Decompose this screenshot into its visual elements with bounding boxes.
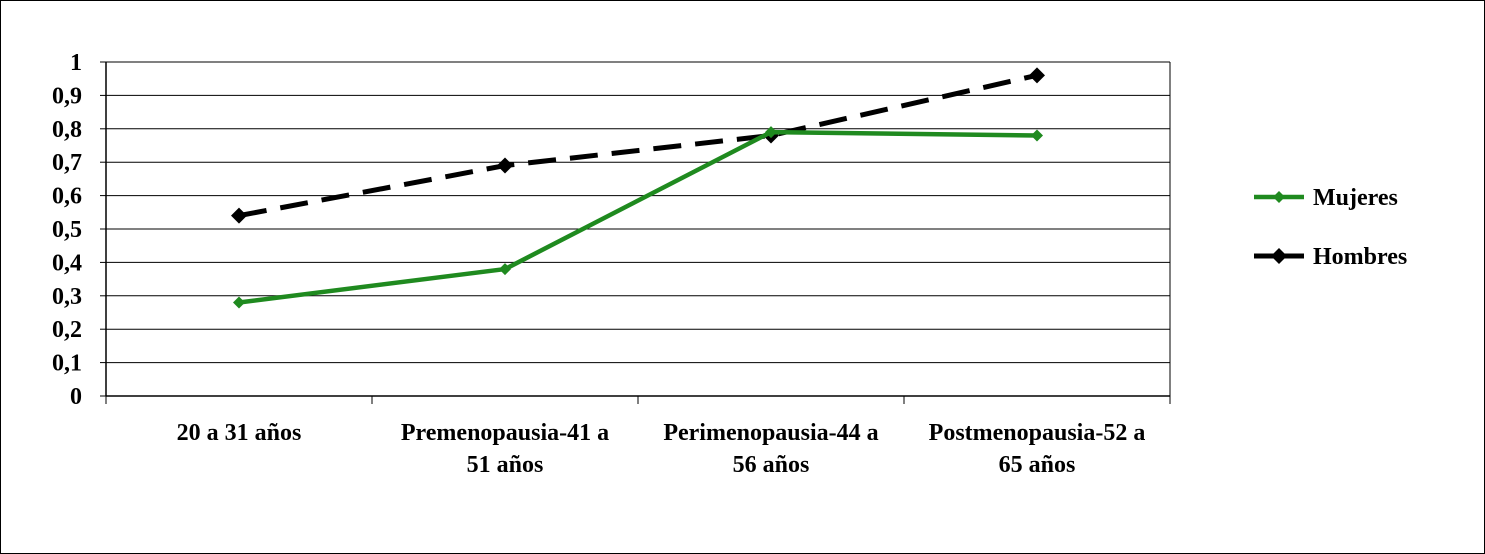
x-tick-label-line: 51 años	[467, 452, 544, 478]
y-tick-label: 1	[70, 50, 82, 76]
x-tick-label-line: 56 años	[733, 452, 810, 478]
x-tick-label-line: 65 años	[999, 452, 1076, 478]
data-point-mujeres	[765, 126, 777, 139]
x-tick-label: 20 a 31 años	[177, 420, 302, 446]
x-tick-label: Postmenopausia-52 a 65 años	[929, 420, 1146, 478]
y-tick-label: 0	[70, 384, 82, 410]
y-tick-label: 0,7	[52, 150, 82, 176]
y-tick-label: 0,8	[52, 117, 82, 143]
y-tick-label: 0,3	[52, 284, 82, 310]
data-point-hombres	[497, 157, 513, 174]
data-point-hombres	[1029, 67, 1045, 84]
x-tick-label: Premenopausia-41 a 51 años	[401, 420, 609, 478]
y-tick-label: 0,2	[52, 317, 82, 343]
gridlines	[106, 61, 1170, 364]
y-tick-label: 0,5	[52, 217, 82, 243]
x-tick-label-line: 20 a 31 años	[177, 420, 302, 446]
legend: Mujeres Hombres	[1254, 185, 1407, 270]
data-point-mujeres	[499, 263, 511, 276]
axes	[100, 61, 1171, 404]
series-lines	[231, 67, 1045, 309]
y-tick-labels: 0 0,1 0,2 0,3 0,4 0,5 0,6 0,7 0,8 0,9 1	[52, 50, 82, 410]
series-line-mujeres	[238, 129, 1038, 305]
y-tick-label: 0,4	[52, 250, 82, 276]
data-point-mujeres	[1031, 129, 1043, 142]
x-tick-labels: 20 a 31 años Premenopausia-41 a 51 años Per…	[177, 420, 1146, 478]
x-tick-label-line: Postmenopausia-52 a	[929, 420, 1146, 446]
legend-marker-hombres	[1271, 248, 1287, 264]
legend-label-mujeres: Mujeres	[1313, 185, 1398, 211]
data-point-hombres	[231, 207, 247, 224]
series-line-hombres	[238, 72, 1038, 219]
legend-label-hombres: Hombres	[1313, 244, 1407, 270]
x-tick-label: Perimenopausia-44 a 56 años	[663, 420, 878, 478]
y-tick-label: 0,6	[52, 184, 82, 210]
data-point-mujeres	[233, 296, 245, 309]
legend-marker-mujeres	[1273, 191, 1285, 203]
y-tick-label: 0,1	[52, 351, 82, 377]
x-tick-label-line: Premenopausia-41 a	[401, 420, 609, 446]
y-tick-label: 0,9	[52, 83, 82, 109]
x-tick-label-line: Perimenopausia-44 a	[663, 420, 878, 446]
